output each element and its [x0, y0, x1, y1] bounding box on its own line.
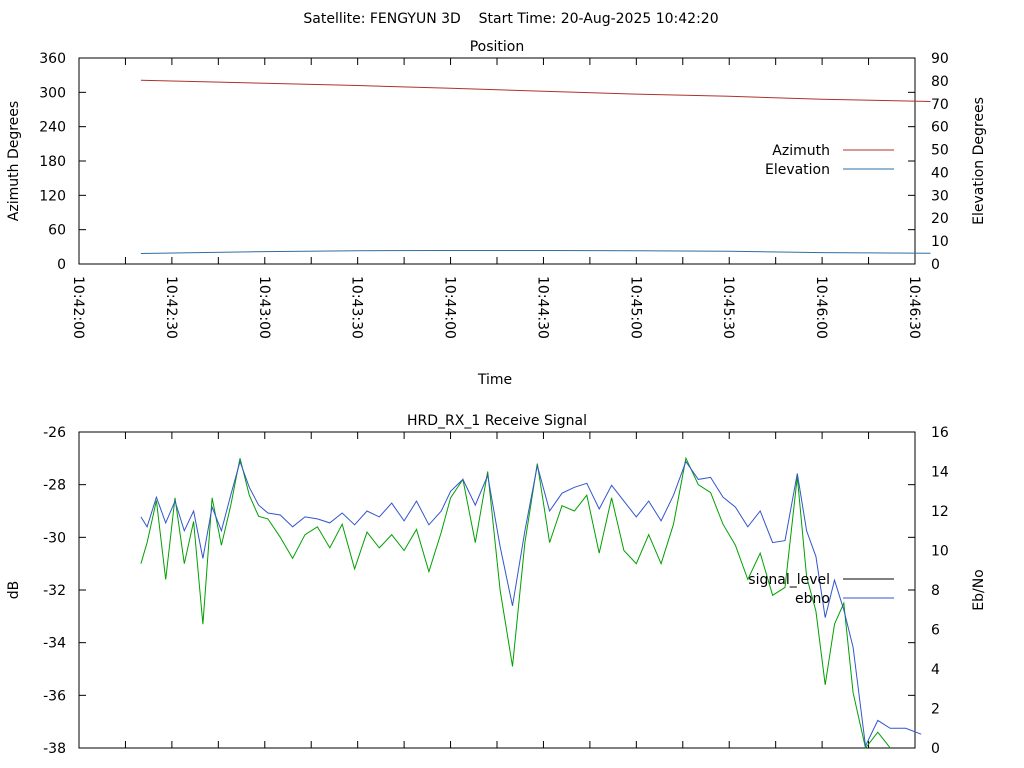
signal-title: HRD_RX_1 Receive Signal	[407, 413, 587, 429]
signal-series-ebno-line	[140, 459, 922, 748]
position-y2-tick-label: 40	[931, 165, 949, 181]
position-x-tick-label: 10:43:30	[349, 276, 365, 339]
signal-y-tick-label: -32	[43, 583, 66, 599]
position-y-tick-label: 60	[48, 223, 66, 239]
signal-y2-tick-label: 4	[931, 662, 940, 678]
position-y2-tick-label: 30	[931, 188, 949, 204]
position-y-axis: 0 60 120 180 240 300 360	[39, 51, 915, 273]
position-x-tick-label: 10:46:00	[813, 276, 829, 339]
position-y-tick-label: 0	[57, 257, 66, 273]
position-y2-tick-label: 70	[931, 97, 949, 113]
signal-y-tick-label: -38	[43, 741, 66, 757]
position-y2-tick-label: 50	[931, 143, 949, 159]
position-y2-tick-label: 60	[931, 120, 949, 136]
position-x-tick-label: 10:44:30	[534, 276, 550, 339]
signal-y-tick-label: -36	[43, 688, 66, 704]
position-y-tick-label: 300	[39, 85, 66, 101]
position-y2-tick-label: 80	[931, 74, 949, 90]
position-panel: Position 0 60 120 180 240 300 360 0 10 20 30 40 50 6…	[6, 39, 987, 388]
signal-series	[140, 456, 922, 750]
signal-ylabel: dB	[6, 581, 22, 600]
signal-y2-tick-label: 2	[931, 702, 940, 718]
position-series-azimuth-line	[140, 79, 931, 102]
position-legend-label: Elevation	[765, 162, 830, 178]
position-y-tick-label: 240	[39, 120, 66, 136]
position-x-tick-label: 10:45:30	[720, 276, 736, 339]
position-y-tick-label: 360	[39, 51, 66, 67]
signal-y2-tick-label: 0	[931, 741, 940, 757]
position-x-tick-label: 10:45:00	[627, 276, 643, 339]
signal-y2-tick-label: 6	[931, 623, 940, 639]
signal-plot-frame	[78, 431, 916, 749]
signal-y2label: Eb/No	[971, 569, 987, 611]
position-legend-label: Azimuth	[772, 143, 830, 159]
position-legend: Azimuth Elevation	[765, 143, 894, 178]
signal-y-tick-label: -28	[43, 478, 66, 494]
position-x-tick-label: 10:46:30	[906, 276, 922, 339]
position-y2-tick-label: 0	[931, 257, 940, 273]
position-y-tick-label: 180	[39, 154, 66, 170]
position-y-tick-label: 120	[39, 188, 66, 204]
position-ylabel: Azimuth Degrees	[6, 101, 22, 221]
position-x-tick-label: 10:42:30	[163, 276, 179, 339]
position-series-elevation-line	[140, 250, 931, 254]
signal-panel: HRD_RX_1 Receive Signal -38-36-34-32-30-…	[6, 413, 987, 757]
signal-y-tick-label: -26	[43, 425, 66, 441]
position-title: Position	[470, 39, 525, 55]
position-x-tick-label: 10:42:00	[70, 276, 86, 339]
position-x-axis: 10:42:00 10:42:30 10:43:00 10:43:30 10:44:00…	[70, 58, 922, 339]
signal-y2-axis: 0 2 4 6 8 10 12 14 16	[931, 425, 949, 757]
signal-series-signal-level-line	[140, 456, 891, 750]
position-plot-frame	[78, 57, 916, 265]
signal-y-tick-label: -34	[43, 636, 66, 652]
position-x-tick-label: 10:44:00	[442, 276, 458, 339]
position-y2-tick-label: 20	[931, 211, 949, 227]
signal-x-axis	[78, 432, 916, 748]
position-series	[140, 79, 931, 254]
position-y2-axis: 0 10 20 30 40 50 60 70 80 90	[931, 51, 949, 273]
signal-y2-tick-label: 16	[931, 425, 949, 441]
header-title: Satellite: FENGYUN 3D Start Time: 20-Aug…	[303, 11, 718, 27]
signal-legend-label: ebno	[795, 591, 830, 607]
signal-y2-tick-label: 10	[931, 544, 949, 560]
signal-legend-label: signal_level	[748, 572, 830, 588]
position-y2-tick-label: 90	[931, 51, 949, 67]
position-y2label: Elevation Degrees	[971, 97, 987, 225]
signal-y2-tick-label: 12	[931, 504, 949, 520]
signal-y2-tick-label: 8	[931, 583, 940, 599]
position-y2-tick-label: 10	[931, 234, 949, 250]
signal-y-tick-label: -30	[43, 530, 66, 546]
position-xlabel: Time	[477, 372, 512, 388]
position-x-tick-label: 10:43:00	[256, 276, 272, 339]
signal-y-axis: -38 -36 -34 -32 -30 -28 -26	[43, 425, 915, 757]
signal-y2-tick-label: 14	[931, 465, 949, 481]
